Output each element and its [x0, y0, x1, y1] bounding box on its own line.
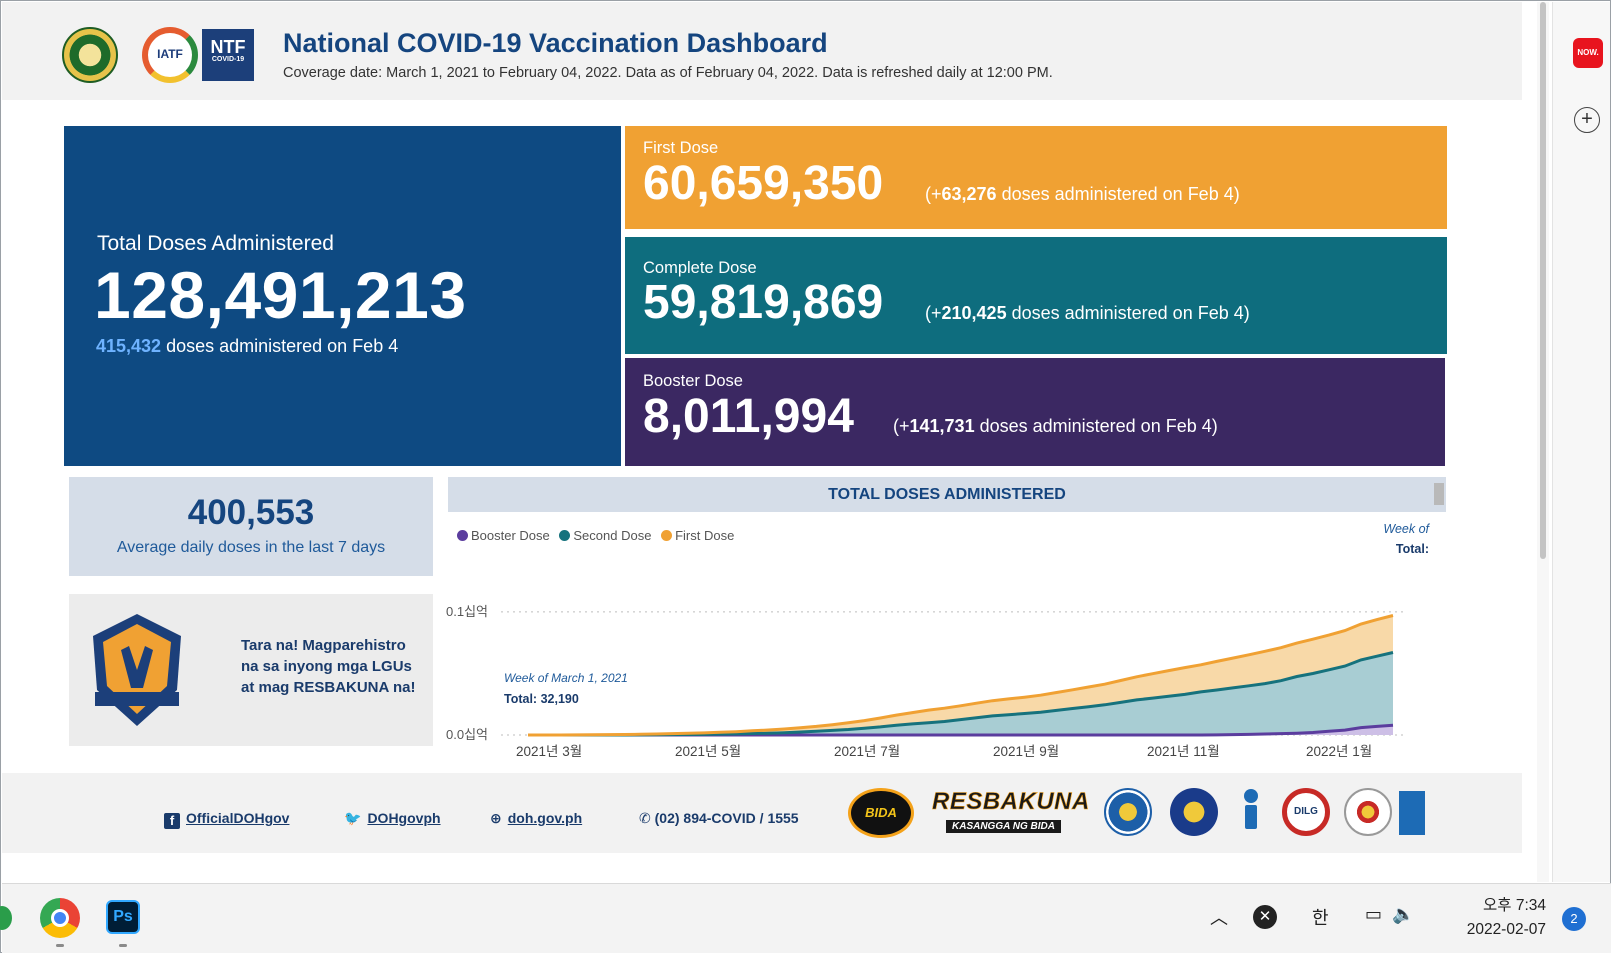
- tray-chevron-up-icon[interactable]: ︿: [1210, 908, 1228, 928]
- tray-close-icon[interactable]: ✕: [1253, 905, 1277, 929]
- dashboard-header: IATF NTF COVID-19 National COVID-19 Vacc…: [2, 2, 1522, 100]
- booster-dose-increase: (+141,731 doses administered on Feb 4): [893, 416, 1218, 436]
- ntf-covid19-logo: NTF COVID-19: [202, 29, 254, 81]
- chrome-running-indicator: [56, 944, 64, 947]
- government-seal-logo: [1170, 788, 1218, 836]
- booster-dose-value: 8,011,994: [643, 390, 854, 443]
- legend-item-booster[interactable]: Booster Dose: [457, 528, 550, 543]
- website-link[interactable]: ⊕ doh.gov.ph: [490, 810, 583, 826]
- hotline-number: ✆ (02) 894-COVID / 1555: [639, 810, 799, 826]
- first-dose-card: First Dose 60,659,350 (+63,276 doses adm…: [625, 126, 1447, 229]
- total-doses-daily: 415,432 doses administered on Feb 4: [96, 336, 399, 356]
- now-app-button[interactable]: NOW.: [1573, 38, 1603, 68]
- total-doses-value: 128,491,213: [94, 258, 467, 332]
- speaker-icon[interactable]: 🔈: [1392, 904, 1415, 924]
- chart-title: TOTAL DOSES ADMINISTERED: [448, 477, 1446, 512]
- agency-seal-logo: [1344, 788, 1392, 836]
- x-tick-label: 2021년 3월: [516, 744, 582, 759]
- add-panel-button[interactable]: +: [1574, 107, 1600, 133]
- pia-logo: [1244, 789, 1258, 829]
- scrollbar-thumb[interactable]: [1540, 2, 1546, 559]
- notification-badge[interactable]: 2: [1562, 907, 1586, 931]
- chrome-icon[interactable]: [40, 898, 80, 938]
- complete-dose-value: 59,819,869: [643, 276, 884, 329]
- taskbar-clock[interactable]: 오후 7:34 2022-02-07: [1442, 894, 1546, 942]
- photoshop-icon[interactable]: Ps: [106, 900, 140, 934]
- clock-date: 2022-02-07: [1466, 921, 1546, 938]
- x-tick-label: 2021년 11월: [1147, 744, 1220, 759]
- twitter-icon: 🐦: [344, 810, 362, 826]
- coverage-subtitle: Coverage date: March 1, 2021 to February…: [283, 65, 1053, 81]
- average-daily-value: 400,553: [187, 493, 315, 532]
- complete-dose-card: Complete Dose 59,819,869 (+210,425 doses…: [625, 237, 1447, 354]
- pcoo-seal-logo: [1104, 788, 1152, 836]
- chart-week-header: Week of: [1383, 522, 1429, 536]
- resbakuna-promo: Tara na! Magparehistro na sa inyong mga …: [69, 594, 433, 746]
- page-scrollbar[interactable]: [1537, 2, 1549, 882]
- first-dose-label: First Dose: [643, 139, 719, 157]
- dilg-seal-logo: DILG: [1282, 788, 1330, 836]
- vaccinated-badge-icon: [93, 614, 181, 726]
- first-dose-value: 60,659,350: [643, 157, 884, 210]
- photoshop-running-indicator: [119, 944, 127, 947]
- bida-logo: BIDA: [848, 788, 914, 838]
- chart-tooltip-week: Week of March 1, 2021: [504, 671, 628, 685]
- booster-dot-icon: [457, 530, 468, 541]
- doh-seal-logo: [62, 27, 118, 83]
- dashboard-footer: f OfficialDOHgov 🐦 DOHgovph ⊕ doh.gov.ph ✆ …: [2, 773, 1522, 853]
- ime-indicator[interactable]: 한: [1312, 908, 1329, 928]
- y-tick-label: 0.1십억: [446, 604, 488, 619]
- chart-tooltip-total: Total: 32,190: [504, 692, 579, 706]
- first-dose-increase: (+63,276 doses administered on Feb 4): [925, 184, 1240, 204]
- network-icon[interactable]: ▭: [1365, 904, 1383, 924]
- complete-dose-increase: (+210,425 doses administered on Feb 4): [925, 303, 1250, 323]
- average-daily-card: 400,553 Average daily doses in the last …: [69, 477, 433, 576]
- booster-dose-label: Booster Dose: [643, 372, 743, 390]
- undp-logo: [1399, 791, 1425, 835]
- y-tick-label: 0.0십억: [446, 727, 488, 742]
- clock-time: 오후 7:34: [1483, 897, 1546, 914]
- windows-taskbar: Ps ︿ ✕ 한 ▭ 🔈 오후 7:34 2022-02-07 2: [0, 883, 1611, 953]
- promo-text: Tara na! Magparehistro na sa inyong mga …: [241, 637, 416, 696]
- average-daily-label: Average daily doses in the last 7 days: [116, 539, 386, 556]
- x-tick-label: 2021년 5월: [675, 744, 741, 759]
- complete-dose-label: Complete Dose: [643, 259, 757, 277]
- second-dot-icon: [559, 530, 571, 541]
- legend-item-first[interactable]: First Dose: [661, 528, 734, 543]
- area-second-dose: [528, 652, 1393, 735]
- chart-total-header: Total:: [1395, 542, 1429, 556]
- x-tick-label: 2021년 9월: [993, 744, 1059, 759]
- first-dot-icon: [661, 530, 673, 541]
- facebook-link[interactable]: f OfficialDOHgov: [164, 810, 289, 829]
- x-tick-label: 2022년 1월: [1306, 744, 1372, 759]
- phone-icon: ✆: [639, 810, 655, 826]
- total-doses-chart[interactable]: 0.0십억 0.1십억 2021년 3월 2021년 5월 2021년 7월 2021년 …: [441, 561, 1451, 761]
- legend-item-second[interactable]: Second Dose: [559, 528, 651, 543]
- x-tick-label: 2021년 7월: [834, 744, 900, 759]
- booster-dose-card: Booster Dose 8,011,994 (+141,731 doses a…: [625, 358, 1445, 466]
- page-title: National COVID-19 Vaccination Dashboard: [283, 28, 828, 58]
- line-first-dose: [528, 614, 1394, 737]
- chart-resize-handle[interactable]: [1434, 483, 1444, 505]
- browser-side-panel: NOW. +: [1552, 2, 1610, 882]
- total-doses-card: Total Doses Administered 128,491,213 415…: [64, 126, 621, 466]
- twitter-link[interactable]: 🐦 DOHgovph: [344, 810, 441, 826]
- resbakuna-logo: RESBAKUNA KASANGGA NG BIDA: [932, 788, 1090, 833]
- facebook-icon: f: [164, 813, 180, 829]
- iatf-logo: IATF: [142, 27, 198, 83]
- total-doses-label: Total Doses Administered: [97, 232, 334, 255]
- chart-legend: Booster Dose Second Dose First Dose: [457, 528, 740, 543]
- globe-icon: ⊕: [490, 810, 502, 826]
- green-app-icon[interactable]: [0, 906, 12, 930]
